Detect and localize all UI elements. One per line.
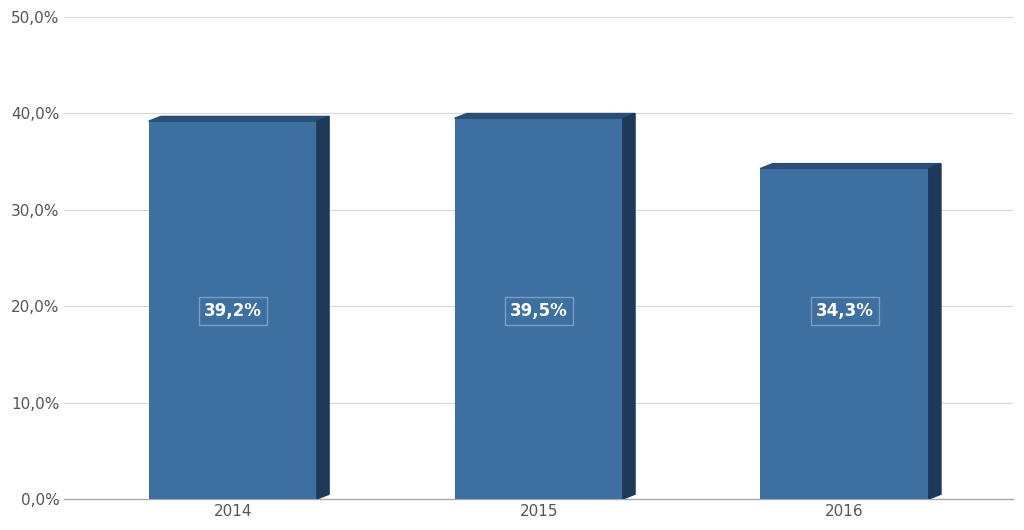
Text: 39,5%: 39,5% [510, 302, 567, 320]
Polygon shape [316, 117, 329, 499]
Polygon shape [623, 113, 635, 499]
Bar [761, 169, 929, 499]
Text: 34,3%: 34,3% [816, 302, 873, 320]
Polygon shape [455, 113, 635, 118]
Bar [148, 121, 316, 499]
Text: 39,2%: 39,2% [204, 302, 262, 320]
Bar [455, 118, 623, 499]
Polygon shape [148, 117, 329, 121]
Polygon shape [761, 164, 941, 169]
Polygon shape [929, 164, 941, 499]
